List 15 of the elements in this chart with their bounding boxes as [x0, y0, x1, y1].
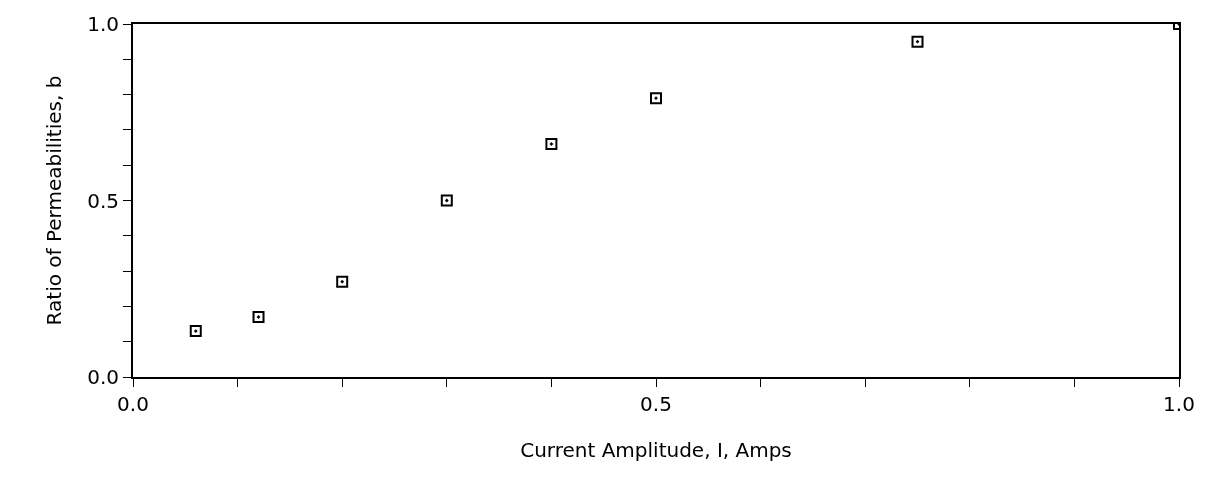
- x-axis-title: Current Amplitude, I, Amps: [520, 438, 792, 462]
- x-tick-label: 0.5: [640, 392, 672, 416]
- x-tick-label: 0.0: [117, 392, 149, 416]
- point: [252, 310, 265, 323]
- point: [336, 275, 349, 288]
- y-tick-label: 0.0: [87, 365, 119, 389]
- y-tick-label: 0.5: [87, 188, 119, 213]
- point: [545, 138, 558, 151]
- point: [189, 325, 202, 338]
- point: [911, 35, 924, 48]
- y-axis-title: Ratio of Permeabilities, b: [42, 75, 67, 326]
- point: [440, 194, 453, 207]
- y-tick-label: 1.0: [87, 12, 119, 36]
- point: [650, 92, 662, 105]
- x-tick-label: 1.0: [1163, 392, 1195, 416]
